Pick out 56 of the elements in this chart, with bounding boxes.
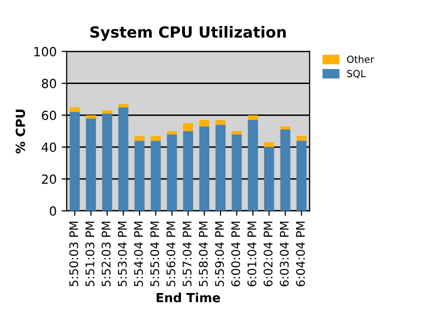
y-tick-label: 100 — [34, 46, 56, 56]
x-axis-title: End Time — [156, 292, 220, 302]
bar — [166, 131, 177, 134]
y-tick-label: 60 — [42, 110, 56, 120]
bar — [183, 131, 194, 211]
x-tick-label: 6:00:04 PM — [231, 222, 240, 286]
bar — [296, 140, 307, 211]
y-tick-label: 40 — [42, 142, 56, 152]
legend-label: Other — [347, 55, 374, 63]
bar — [134, 136, 145, 141]
bar — [280, 126, 290, 130]
x-tick-label: 6:01:04 PM — [247, 222, 256, 286]
bar — [199, 120, 210, 126]
bar — [248, 115, 258, 120]
y-tick-label: 80 — [42, 78, 56, 88]
x-tick-label: 5:56:04 PM — [166, 222, 176, 286]
legend-label: SQL — [347, 70, 366, 78]
bar — [150, 140, 161, 211]
bar — [199, 126, 210, 211]
bar — [296, 136, 307, 141]
bar — [215, 124, 226, 211]
bar — [248, 120, 258, 211]
bar — [102, 110, 112, 114]
bar — [70, 107, 80, 112]
bar — [280, 130, 290, 211]
bar — [118, 107, 128, 211]
bar — [86, 118, 96, 211]
x-tick-label: 5:58:04 PM — [198, 222, 208, 286]
bar — [183, 123, 194, 132]
x-tick-label: 5:51:03 PM — [85, 222, 94, 286]
x-tick-label: 5:53:04 PM — [118, 222, 127, 286]
x-tick-label: 6:04:04 PM — [296, 222, 305, 286]
bar — [102, 114, 112, 211]
bar — [150, 136, 161, 141]
x-tick-label: 5:57:04 PM — [182, 222, 192, 286]
chart-title: System CPU Utilization — [90, 26, 286, 41]
bar — [264, 147, 274, 211]
y-axis-title: % CPU — [16, 110, 26, 154]
bar — [70, 112, 80, 211]
bar — [118, 104, 128, 108]
x-tick-label: 5:52:03 PM — [102, 222, 111, 286]
bar — [232, 131, 242, 134]
bar — [86, 115, 96, 118]
bar — [264, 142, 274, 148]
x-tick-label: 5:54:04 PM — [134, 222, 143, 286]
x-tick-label: 6:03:04 PM — [280, 222, 289, 286]
x-tick-label: 5:55:04 PM — [150, 222, 160, 286]
bar — [232, 134, 242, 211]
x-tick-label: 5:59:04 PM — [215, 222, 224, 286]
x-tick-label: 5:50:03 PM — [69, 222, 78, 286]
y-tick-label: 20 — [42, 174, 56, 184]
y-tick-label: 0 — [50, 206, 56, 216]
bar — [215, 120, 226, 125]
x-tick-label: 6:02:04 PM — [264, 222, 273, 286]
bar — [134, 140, 145, 211]
bar — [166, 134, 177, 211]
